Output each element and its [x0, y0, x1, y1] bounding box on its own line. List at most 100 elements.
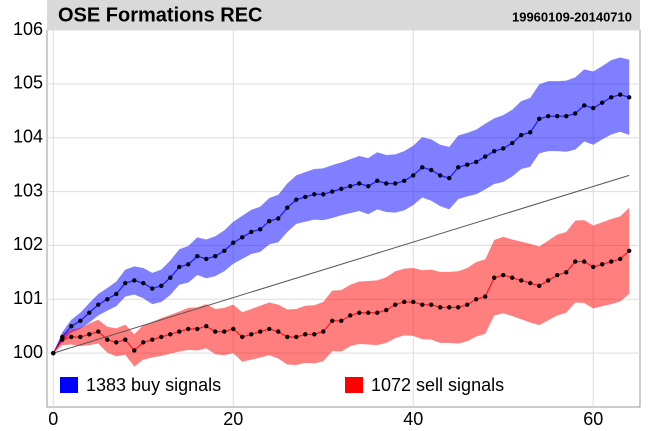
- point: [285, 334, 290, 340]
- y-tick-label: 101: [13, 288, 43, 308]
- point: [330, 189, 335, 194]
- point: [321, 192, 326, 197]
- point: [546, 278, 551, 283]
- point: [177, 264, 182, 270]
- point: [384, 307, 389, 313]
- y-tick-label: 105: [13, 73, 43, 93]
- point: [141, 340, 146, 345]
- point: [69, 324, 74, 329]
- point: [438, 305, 443, 310]
- point: [69, 334, 74, 340]
- y-tick-label: 100: [13, 342, 43, 362]
- point: [510, 140, 515, 146]
- point: [267, 326, 272, 332]
- point: [510, 275, 515, 280]
- point: [150, 286, 155, 291]
- point: [168, 275, 173, 280]
- y-tick-label: 104: [13, 126, 43, 146]
- x-tick-label: 20: [223, 409, 243, 429]
- point: [123, 280, 128, 286]
- point: [339, 318, 344, 324]
- point: [78, 334, 83, 340]
- point: [105, 337, 110, 342]
- point: [600, 262, 605, 267]
- x-tick-label: 0: [48, 409, 58, 429]
- point: [465, 162, 470, 167]
- point: [564, 270, 569, 275]
- point: [537, 116, 542, 122]
- point: [276, 216, 281, 221]
- point: [483, 154, 488, 159]
- point: [231, 240, 236, 245]
- y-tick-label: 102: [13, 234, 43, 254]
- point: [573, 111, 578, 116]
- point: [114, 291, 119, 297]
- confidence-band: [53, 57, 630, 354]
- point: [546, 113, 551, 119]
- point: [51, 350, 56, 356]
- y-tick-label: 103: [13, 180, 43, 200]
- point: [474, 159, 479, 165]
- point: [555, 272, 560, 278]
- point: [132, 348, 137, 353]
- point: [501, 272, 506, 278]
- point: [159, 334, 164, 340]
- point: [456, 305, 461, 310]
- point: [204, 256, 209, 262]
- x-tick-label: 60: [583, 409, 603, 429]
- point: [447, 305, 452, 310]
- point: [429, 167, 434, 173]
- point: [312, 192, 317, 197]
- point: [582, 259, 587, 264]
- point: [366, 183, 371, 189]
- point: [213, 254, 218, 259]
- point: [609, 259, 614, 264]
- point: [276, 329, 281, 334]
- x-tick-label: 40: [403, 409, 423, 429]
- y-tick-label: 106: [13, 19, 43, 39]
- point: [123, 337, 128, 342]
- legend-label: 1383 buy signals: [86, 375, 221, 395]
- point: [330, 318, 335, 324]
- point: [177, 329, 182, 334]
- point: [87, 332, 92, 337]
- point: [303, 332, 308, 337]
- point: [213, 329, 218, 334]
- point: [357, 310, 362, 315]
- point: [582, 103, 587, 108]
- point: [60, 337, 65, 342]
- point: [168, 332, 173, 337]
- point: [222, 248, 227, 254]
- point: [294, 197, 299, 202]
- point: [114, 340, 119, 345]
- point: [591, 264, 596, 270]
- point: [231, 326, 236, 332]
- point: [600, 100, 605, 105]
- point: [402, 299, 407, 305]
- point: [627, 95, 632, 100]
- point: [555, 113, 560, 119]
- point: [87, 310, 92, 315]
- legend-swatch: [60, 377, 78, 393]
- point: [573, 259, 578, 264]
- point: [402, 178, 407, 183]
- point: [537, 283, 542, 289]
- point: [132, 278, 137, 283]
- point: [411, 299, 416, 305]
- point: [249, 229, 254, 235]
- point: [267, 218, 272, 224]
- date-range: 19960109-20140710: [512, 9, 632, 24]
- point: [384, 181, 389, 186]
- point: [186, 262, 191, 267]
- point: [492, 275, 497, 280]
- point: [474, 297, 479, 302]
- point: [528, 280, 533, 286]
- point: [591, 105, 596, 111]
- point: [618, 256, 623, 262]
- point: [303, 194, 308, 200]
- point: [159, 283, 164, 289]
- point: [528, 130, 533, 135]
- point: [240, 235, 245, 240]
- point: [438, 173, 443, 178]
- point: [393, 181, 398, 186]
